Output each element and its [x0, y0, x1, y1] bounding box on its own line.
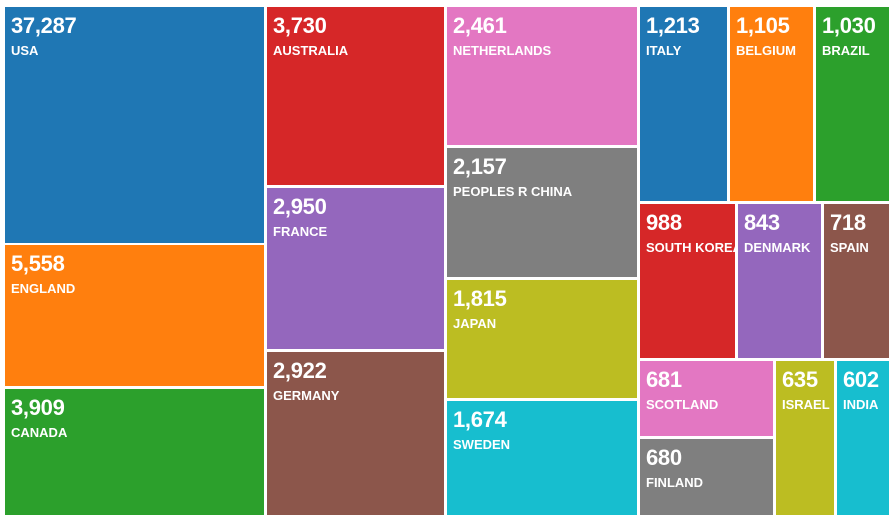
- tile-label: ENGLAND: [11, 281, 76, 296]
- tile-label: NETHERLANDS: [453, 43, 552, 58]
- tile-value: 1,030: [822, 13, 876, 38]
- tile-japan[interactable]: 1,815 JAPAN: [447, 280, 637, 398]
- tile-label: AUSTRALIA: [273, 43, 349, 58]
- tile-value: 1,105: [736, 13, 790, 38]
- tile-finland[interactable]: 680 FINLAND: [640, 439, 773, 515]
- tile-value: 3,730: [273, 13, 327, 38]
- tile-scotland[interactable]: 681 SCOTLAND: [640, 361, 773, 436]
- tile-value: 1,815: [453, 286, 507, 311]
- tile-peoples-r-china[interactable]: 2,157 PEOPLES R CHINA: [447, 148, 637, 277]
- tile-value: 681: [646, 367, 682, 392]
- tile-label: SWEDEN: [453, 437, 511, 452]
- tile-india[interactable]: 602 INDIA: [837, 361, 889, 515]
- tile-label: SOUTH KOREA: [646, 240, 735, 255]
- tile-label: SPAIN: [830, 240, 869, 255]
- tile-france[interactable]: 2,950 FRANCE: [267, 188, 444, 349]
- tile-value: 843: [744, 210, 780, 235]
- tile-value: 3,909: [11, 395, 65, 420]
- tile-label: DENMARK: [744, 240, 811, 255]
- tile-belgium[interactable]: 1,105 BELGIUM: [730, 7, 813, 201]
- tile-label: BELGIUM: [736, 43, 796, 58]
- tile-value: 5,558: [11, 251, 65, 276]
- tile-canada[interactable]: 3,909 CANADA: [5, 389, 264, 515]
- tile-israel[interactable]: 635 ISRAEL: [776, 361, 834, 515]
- tile-germany[interactable]: 2,922 GERMANY: [267, 352, 444, 515]
- tile-value: 2,950: [273, 194, 327, 219]
- tile-usa[interactable]: 37,287 USA: [5, 7, 264, 243]
- tile-label: BRAZIL: [822, 43, 870, 58]
- tile-value: 37,287: [11, 13, 77, 38]
- tile-south-korea[interactable]: 988 SOUTH KOREA: [640, 204, 735, 358]
- tile-brazil[interactable]: 1,030 BRAZIL: [816, 7, 889, 201]
- tile-denmark[interactable]: 843 DENMARK: [738, 204, 821, 358]
- tile-label: ITALY: [646, 43, 682, 58]
- tile-label: GERMANY: [273, 388, 340, 403]
- tile-england[interactable]: 5,558 ENGLAND: [5, 245, 264, 386]
- tile-label: INDIA: [843, 397, 879, 412]
- tile-value: 635: [782, 367, 818, 392]
- tile-value: 718: [830, 210, 866, 235]
- tile-value: 1,213: [646, 13, 700, 38]
- tile-label: ISRAEL: [782, 397, 830, 412]
- tile-netherlands[interactable]: 2,461 NETHERLANDS: [447, 7, 637, 145]
- tile-value: 680: [646, 445, 682, 470]
- tile-value: 2,922: [273, 358, 327, 383]
- tile-label: USA: [11, 43, 39, 58]
- tile-spain[interactable]: 718 SPAIN: [824, 204, 889, 358]
- tile-value: 2,157: [453, 154, 507, 179]
- tile-label: FRANCE: [273, 224, 328, 239]
- tile-value: 2,461: [453, 13, 507, 38]
- tile-value: 602: [843, 367, 879, 392]
- tile-label: SCOTLAND: [646, 397, 719, 412]
- tile-value: 1,674: [453, 407, 507, 432]
- tile-value: 988: [646, 210, 682, 235]
- tile-label: CANADA: [11, 425, 68, 440]
- tile-italy[interactable]: 1,213 ITALY: [640, 7, 727, 201]
- tile-label: FINLAND: [646, 475, 704, 490]
- tile-label: JAPAN: [453, 316, 497, 331]
- tile-sweden[interactable]: 1,674 SWEDEN: [447, 401, 637, 515]
- tile-label: PEOPLES R CHINA: [453, 184, 573, 199]
- tile-australia[interactable]: 3,730 AUSTRALIA: [267, 7, 444, 185]
